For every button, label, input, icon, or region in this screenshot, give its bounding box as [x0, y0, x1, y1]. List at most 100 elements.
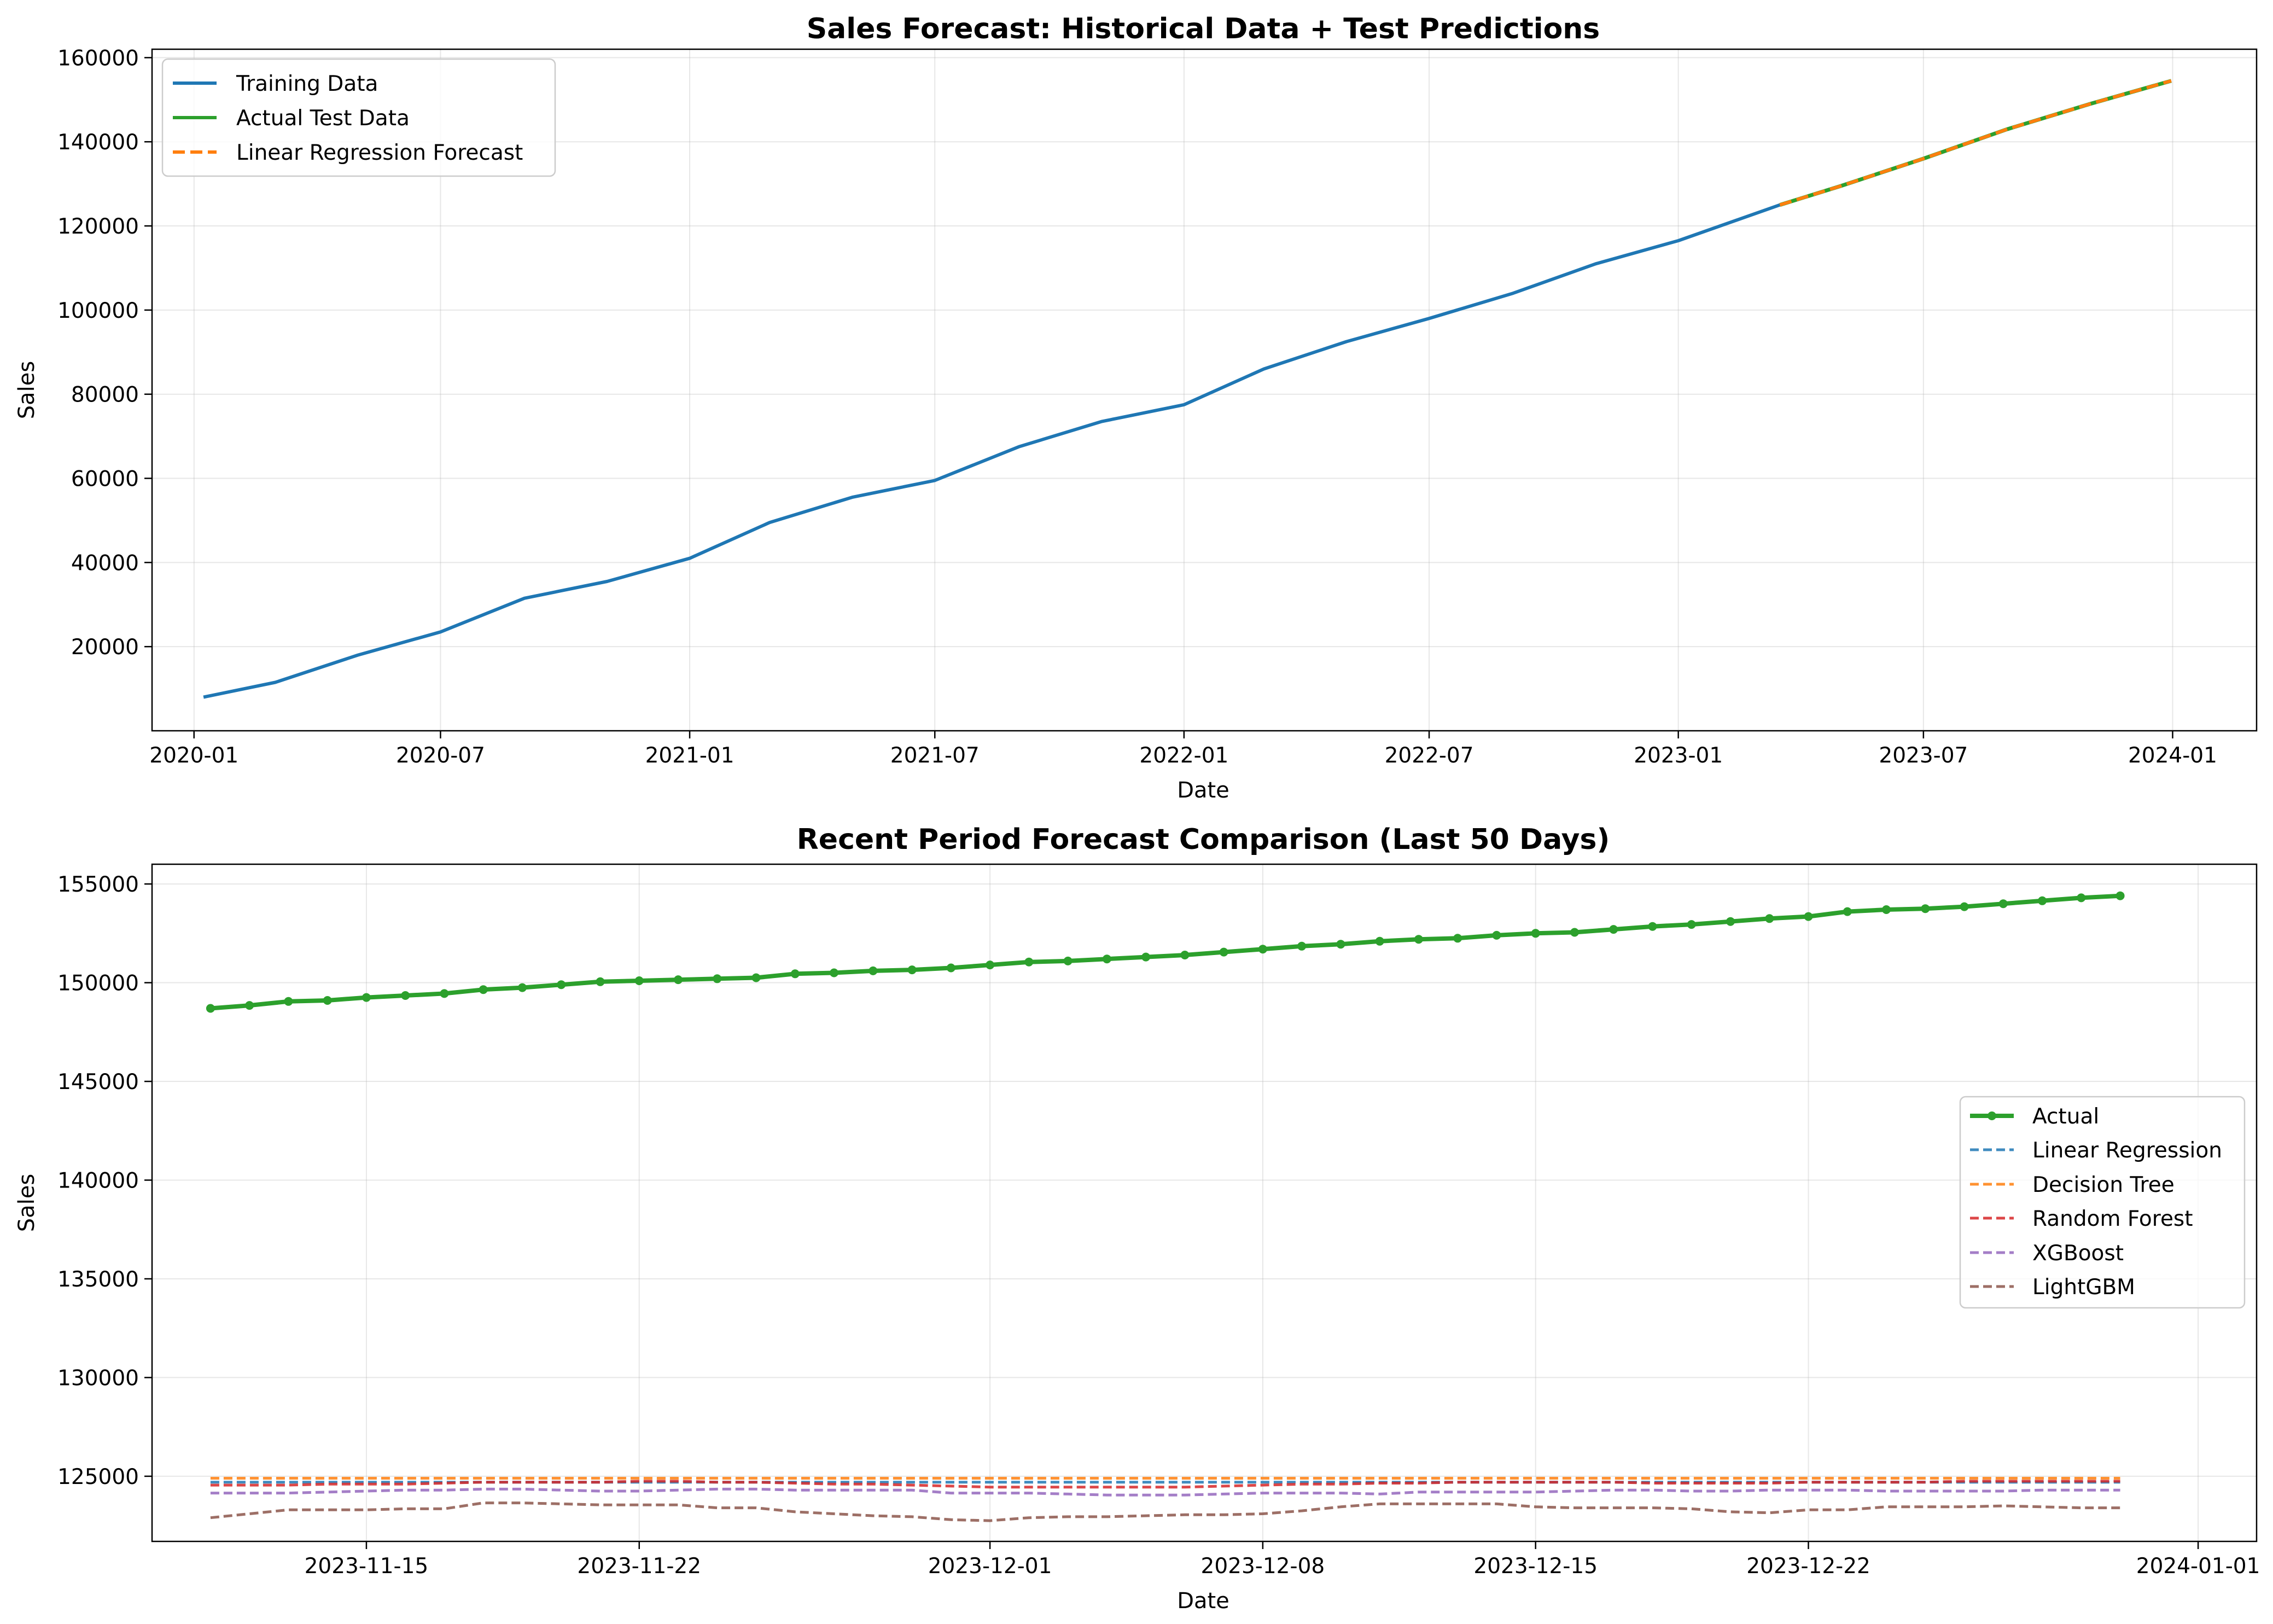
- y-tick-label: 100000: [57, 299, 139, 323]
- actual-point: [1921, 904, 1930, 913]
- top-chart-x-label: Date: [1177, 778, 1229, 803]
- actual-point: [1258, 945, 1267, 954]
- x-tick-label: 2024-01-01: [2136, 1554, 2260, 1579]
- actual-point: [751, 973, 761, 982]
- actual-point: [479, 985, 488, 994]
- bottom-chart-y-ticks: 125000 130000 135000 140000 145000 150000 1550…: [57, 872, 152, 1489]
- y-tick-label: 140000: [57, 1168, 139, 1193]
- actual-point: [401, 991, 410, 1000]
- actual-point: [674, 975, 683, 985]
- top-chart-frame: [151, 48, 2258, 732]
- actual-point: [2077, 893, 2086, 903]
- bottom-chart-title: Recent Period Forecast Comparison (Last …: [797, 823, 1610, 856]
- actual-point: [634, 976, 644, 985]
- x-tick-label: 2022-01: [1139, 743, 1228, 768]
- x-tick-label: 2020-01: [149, 743, 238, 768]
- actual-point: [946, 963, 955, 973]
- bottom-legend-box: [1959, 1096, 2246, 1309]
- y-tick-label: 140000: [57, 130, 139, 155]
- bottom-chart-grid: [152, 864, 2257, 1541]
- legend-label-actual-test-data: Actual Test Data: [236, 106, 410, 131]
- actual-point: [2038, 896, 2047, 905]
- legend-label-linear-regression-forecast: Linear Regression Forecast: [236, 141, 523, 165]
- actual-point: [830, 968, 838, 977]
- y-tick-label: 150000: [57, 971, 139, 996]
- x-tick-label: 2023-12-08: [1201, 1554, 1325, 1579]
- bottom-chart-legend: Actual Linear Regression Decision Tree R…: [1959, 1096, 2246, 1309]
- actual-point: [1804, 912, 1813, 921]
- actual-point: [1609, 925, 1618, 934]
- y-tick-label: 60000: [71, 467, 139, 492]
- x-tick-label: 2021-07: [890, 743, 980, 768]
- xgboost-line: [210, 1487, 2120, 1497]
- actual-point: [1531, 929, 1540, 938]
- x-tick-label: 2020-07: [396, 743, 485, 768]
- bottom-chart-frame: [151, 863, 2258, 1542]
- actual-point: [596, 977, 605, 986]
- y-tick-label: 80000: [71, 383, 139, 408]
- actual-point: [1882, 905, 1891, 914]
- actual-point: [2115, 891, 2125, 900]
- x-tick-label: 2023-07: [1879, 743, 1968, 768]
- top-legend-box: [161, 58, 556, 177]
- x-tick-label: 2022-07: [1385, 743, 1474, 768]
- x-tick-label: 2023-11-15: [305, 1554, 429, 1579]
- bottom-chart: Recent Period Forecast Comparison (Last …: [14, 823, 2260, 1614]
- y-tick-label: 155000: [57, 872, 139, 897]
- top-chart-legend: Training Data Actual Test Data Linear Re…: [161, 58, 556, 177]
- y-tick-label: 125000: [57, 1465, 139, 1489]
- top-chart-x-ticks: 2020-01 2020-07 2021-01 2021-07 2022-01 2022-…: [149, 731, 2217, 768]
- actual-point: [206, 1004, 215, 1013]
- bottom-chart-series: [206, 891, 2125, 1522]
- bottom-chart-x-label: Date: [1177, 1588, 1229, 1614]
- random-forest-line: [210, 1480, 2120, 1489]
- x-tick-label: 2023-11-22: [577, 1554, 701, 1579]
- actual-point: [1102, 954, 1111, 964]
- actual-point: [323, 996, 332, 1005]
- actual-point: [1414, 935, 1423, 944]
- actual-point: [1336, 940, 1345, 949]
- actual-line: [210, 893, 2120, 1011]
- top-chart-y-ticks: 20000 40000 60000 80000 100000 120000 140000 16…: [57, 46, 152, 660]
- legend-label-decision-tree: Decision Tree: [2032, 1173, 2175, 1197]
- actual-point: [790, 969, 800, 979]
- actual-point: [557, 980, 566, 989]
- actual-point: [1648, 922, 1657, 931]
- x-tick-label: 2023-12-01: [928, 1554, 1052, 1579]
- lightgbm-line: [210, 1501, 2120, 1522]
- y-tick-label: 145000: [57, 1070, 139, 1095]
- actual-point: [1297, 941, 1307, 951]
- bottom-chart-y-label: Sales: [14, 1174, 39, 1232]
- actual-point: [1843, 907, 1852, 916]
- x-tick-label: 2024-01: [2128, 743, 2217, 768]
- actual-point: [1492, 930, 1501, 940]
- actual-point: [1453, 934, 1462, 943]
- actual-point: [284, 997, 293, 1006]
- training-data-line: [203, 203, 1781, 699]
- legend-label-lightgbm: LightGBM: [2032, 1275, 2135, 1300]
- x-tick-label: 2023-12-15: [1473, 1554, 1598, 1579]
- legend-label-random-forest: Random Forest: [2032, 1207, 2193, 1231]
- actual-point: [1726, 917, 1735, 926]
- actual-point: [869, 966, 878, 975]
- actual-point: [1141, 952, 1151, 962]
- actual-point: [1570, 928, 1579, 937]
- top-chart-series: [203, 79, 2172, 699]
- y-tick-label: 135000: [57, 1267, 139, 1292]
- actual-point: [245, 1001, 254, 1010]
- actual-point: [518, 983, 527, 992]
- legend-marker-actual: [1988, 1111, 1996, 1120]
- actual-point: [1375, 936, 1384, 946]
- actual-point: [1180, 951, 1190, 959]
- actual-point: [1219, 947, 1228, 957]
- x-tick-label: 2023-01: [1634, 743, 1723, 768]
- top-chart: Sales Forecast: Historical Data + Test P…: [14, 13, 2258, 803]
- actual-point: [986, 961, 995, 970]
- y-tick-label: 130000: [57, 1366, 139, 1390]
- y-tick-label: 120000: [57, 214, 139, 239]
- x-tick-label: 2023-12-22: [1746, 1554, 1870, 1579]
- x-tick-label: 2021-01: [645, 743, 735, 768]
- y-tick-label: 20000: [71, 635, 139, 660]
- y-tick-label: 40000: [71, 551, 139, 575]
